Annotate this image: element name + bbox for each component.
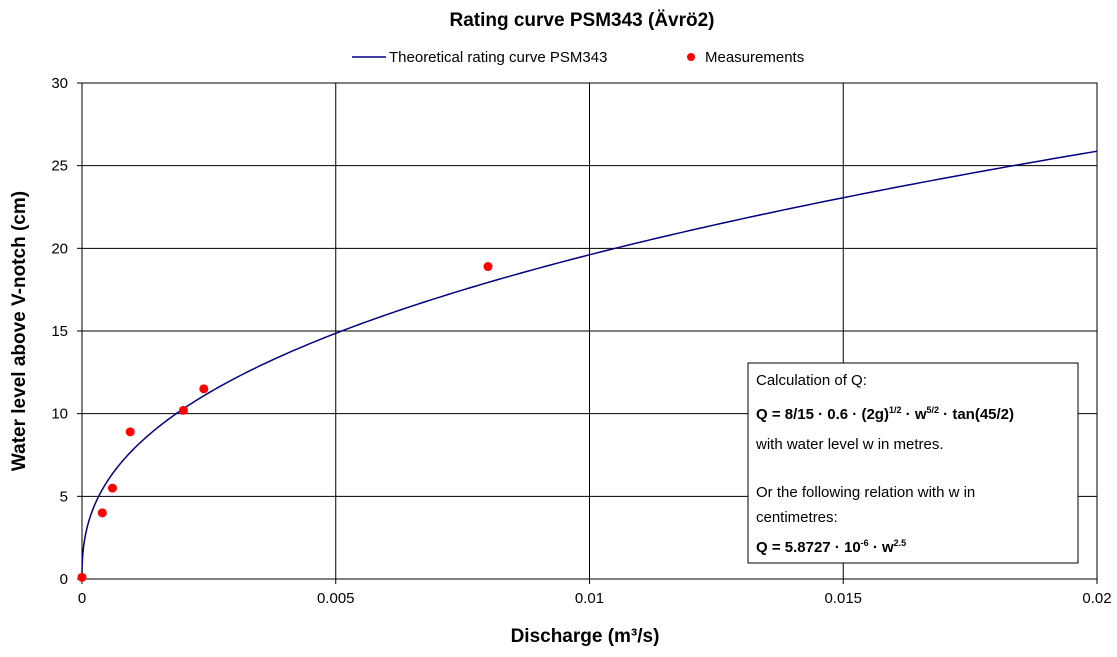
- y-tick-label: 0: [60, 571, 68, 588]
- annotation-formula-centimetres: Q = 5.8727 · 10-6 · w2.5: [756, 538, 906, 556]
- x-axis-ticks: 0 0.005 0.01 0.015 0.02: [78, 579, 1112, 607]
- annotation-formula-metres-part-2: · w: [901, 406, 926, 423]
- annotation-formula-metres-sup-1: 1/2: [889, 405, 902, 415]
- annotation-line-5: centimetres:: [756, 509, 838, 526]
- annotation-formula-cm-part-2: · w: [869, 539, 894, 556]
- x-axis-label: Discharge (m³/s): [511, 626, 660, 647]
- x-tick-label: 0: [78, 590, 86, 607]
- y-tick-label: 10: [51, 406, 68, 423]
- legend-label-measurements: Measurements: [705, 49, 804, 66]
- y-tick-label: 25: [51, 158, 68, 175]
- series-theoretical-rating-curve: [81, 150, 1098, 579]
- rating-curve-line: [81, 150, 1098, 579]
- x-tick-label: 0.005: [317, 590, 355, 607]
- measurement-point: [77, 572, 87, 582]
- y-axis-ticks: 0 5 10 15 20 25 30: [51, 75, 82, 588]
- x-tick-label: 0.01: [575, 590, 604, 607]
- measurement-point: [179, 405, 188, 415]
- x-tick-label: 0.02: [1082, 590, 1111, 607]
- measurement-point: [125, 427, 135, 437]
- y-tick-label: 15: [51, 323, 68, 340]
- annotation-line-1: Calculation of Q:: [756, 372, 867, 389]
- annotation-frame: [747, 362, 1079, 564]
- annotation-formula-metres: Q = 8/15 · 0.6 · (2g)1/2 · w5/2 · tan(45…: [756, 405, 1014, 423]
- legend-marker-measurements: [687, 53, 695, 61]
- measurement-point: [483, 262, 493, 272]
- x-tick-label: 0.015: [824, 590, 862, 607]
- annotation-formula-cm-sup-1: -6: [861, 538, 869, 548]
- annotation-line-3: with water level w in metres.: [755, 436, 944, 453]
- series-measurements: [77, 262, 493, 582]
- legend: Theoretical rating curve PSM343 Measurem…: [352, 49, 804, 66]
- chart-title: Rating curve PSM343 (Ävrö2): [449, 10, 714, 31]
- y-tick-label: 5: [60, 488, 68, 505]
- formula-annotation-box: Calculation of Q: Q = 8/15 · 0.6 · (2g)1…: [747, 362, 1079, 564]
- annotation-formula-cm-sup-2: 2.5: [894, 538, 907, 548]
- annotation-formula-cm-part-1: Q = 5.8727 · 10: [756, 539, 861, 556]
- y-tick-label: 20: [51, 240, 68, 257]
- measurement-point: [199, 384, 209, 394]
- y-tick-label: 30: [51, 75, 68, 92]
- measurement-point: [107, 483, 117, 493]
- annotation-formula-metres-part-3: · tan(45/2): [939, 406, 1014, 423]
- legend-label-rating-curve: Theoretical rating curve PSM343: [389, 49, 607, 66]
- annotation-formula-metres-part-1: Q = 8/15 · 0.6 · (2g): [756, 406, 889, 423]
- annotation-formula-metres-sup-2: 5/2: [926, 405, 939, 415]
- annotation-line-4: Or the following relation with w in: [756, 484, 975, 501]
- y-axis-label: Water level above V-notch (cm): [9, 191, 30, 471]
- measurement-point: [97, 508, 107, 518]
